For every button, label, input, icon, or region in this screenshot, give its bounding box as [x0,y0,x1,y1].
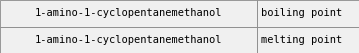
Bar [257,26,359,53]
Bar [257,0,359,26]
Bar [0,0,257,26]
Text: melting point: melting point [261,35,342,45]
Text: boiling point: boiling point [261,8,342,18]
Text: 1-amino-1-cyclopentanemethanol: 1-amino-1-cyclopentanemethanol [34,35,222,45]
Text: 1-amino-1-cyclopentanemethanol: 1-amino-1-cyclopentanemethanol [34,8,222,18]
Bar [0,26,257,53]
